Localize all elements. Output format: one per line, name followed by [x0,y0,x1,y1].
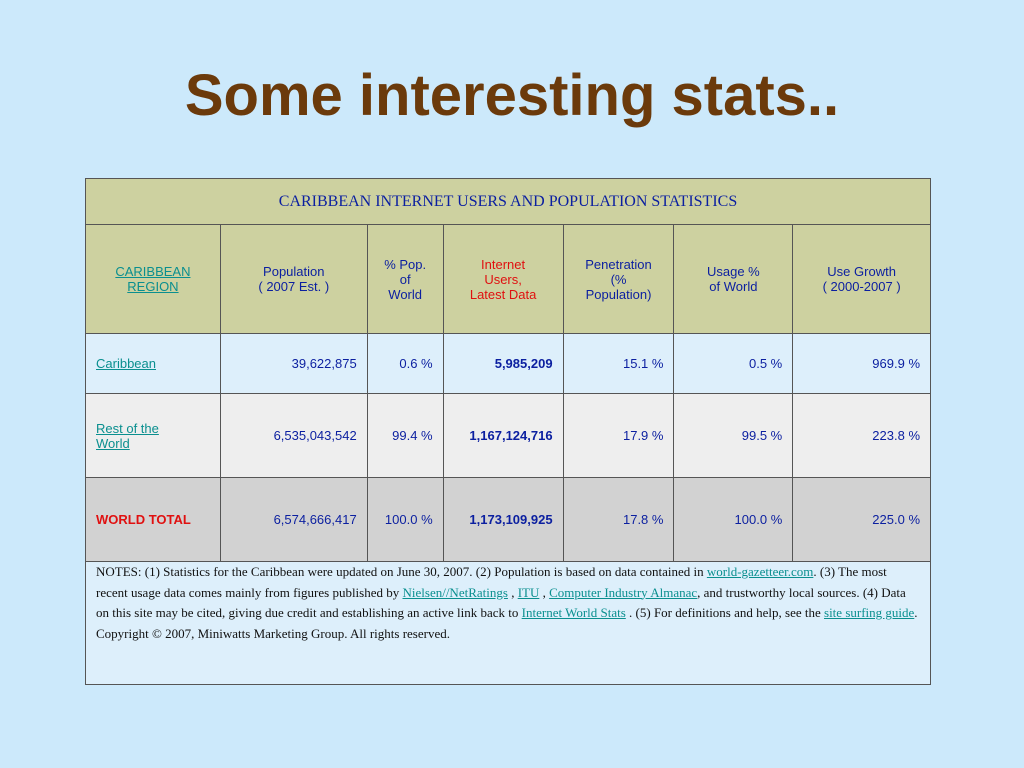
growth-cell: 969.9 % [792,333,931,394]
stats-table: CARIBBEAN INTERNET USERS AND POPULATION … [85,178,931,685]
rest-of-world-link[interactable]: Rest of the World [96,420,159,451]
penetration-cell: 17.9 % [562,393,675,478]
internet-users-cell: 1,173,109,925 [442,477,564,562]
penetration-cell: 15.1 % [562,333,675,394]
header-internet-users: Internet Users, Latest Data [442,224,564,334]
table-banner-row: CARIBBEAN INTERNET USERS AND POPULATION … [85,178,931,225]
notes-text: NOTES: (1) Statistics for the Caribbean … [85,561,931,685]
usage-cell: 0.5 % [673,333,794,394]
caribbean-region-link[interactable]: CARIBBEAN REGION [115,264,191,294]
population-cell: 39,622,875 [219,333,368,394]
world-gazetteer-link[interactable]: world-gazetteer.com [706,564,814,579]
header-region: CARIBBEAN REGION [85,224,221,334]
internet-world-stats-link[interactable]: Internet World Stats [521,605,626,620]
region-cell: Rest of the World [85,393,221,478]
region-cell: WORLD TOTAL [85,477,221,562]
table-banner: CARIBBEAN INTERNET USERS AND POPULATION … [85,178,931,225]
table-notes-row: NOTES: (1) Statistics for the Caribbean … [85,561,931,685]
internet-users-cell: 5,985,209 [442,333,564,394]
pct-world-cell: 0.6 % [366,333,444,394]
header-usage: Usage % of World [673,224,794,334]
header-penetration: Penetration (% Population) [562,224,675,334]
population-cell: 6,574,666,417 [219,477,368,562]
header-growth: Use Growth( 2000-2007 ) [792,224,931,334]
usage-cell: 100.0 % [673,477,794,562]
header-pct-world: % Pop. of World [366,224,444,334]
usage-cell: 99.5 % [673,393,794,478]
slide-title: Some interesting stats.. [184,63,840,128]
pct-world-cell: 100.0 % [366,477,444,562]
nielsen-netratings-link[interactable]: Nielsen//NetRatings [402,584,508,600]
pct-world-cell: 99.4 % [366,393,444,478]
growth-cell: 225.0 % [792,477,931,562]
site-surfing-guide-link[interactable]: site surfing guide [824,605,915,620]
penetration-cell: 17.8 % [562,477,675,562]
table-header-row: CARIBBEAN REGION Population( 2007 Est. ) … [85,224,931,334]
growth-cell: 223.8 % [792,393,931,478]
population-cell: 6,535,043,542 [219,393,368,478]
region-cell: Caribbean [85,333,221,394]
itu-link[interactable]: ITU [517,584,540,600]
header-population: Population( 2007 Est. ) [219,224,368,334]
table-row-caribbean: Caribbean 39,622,875 0.6 % 5,985,209 15.… [85,333,931,394]
internet-users-cell: 1,167,124,716 [442,393,564,478]
table-row-rest-of-world: Rest of the World 6,535,043,542 99.4 % 1,… [85,393,931,478]
computer-industry-almanac-link[interactable]: Computer Industry Almanac [549,584,698,600]
caribbean-link[interactable]: Caribbean [96,356,156,371]
table-row-world-total: WORLD TOTAL 6,574,666,417 100.0 % 1,173,… [85,477,931,562]
